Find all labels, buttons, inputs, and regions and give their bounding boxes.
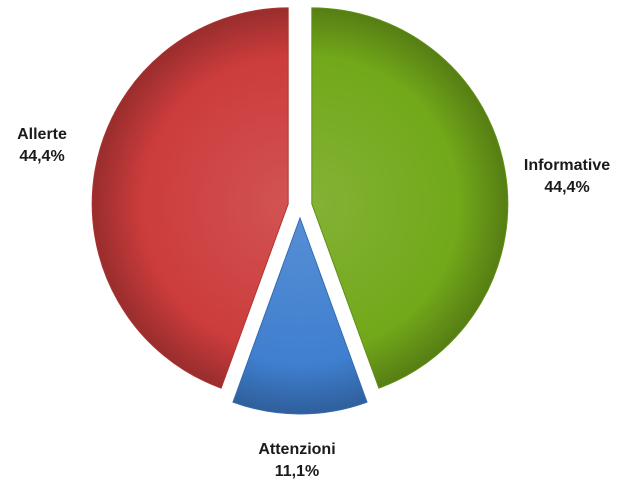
slice-label-allerte-value: 44,4% xyxy=(19,148,65,165)
slice-label-informative: Informative 44,4% xyxy=(508,155,621,199)
pie-slice-informative xyxy=(311,7,509,389)
slice-label-attenzioni: Attenzioni 11,1% xyxy=(238,439,356,483)
pie-slice-allerte xyxy=(91,7,289,389)
pie-slice-attenzioni xyxy=(232,216,368,415)
slice-label-allerte-name: Allerte xyxy=(17,126,67,143)
pie-slices xyxy=(91,7,509,415)
slice-label-informative-name: Informative xyxy=(523,157,611,174)
slice-label-attenzioni-value: 11,1% xyxy=(274,463,320,480)
slice-label-allerte: Allerte 44,4% xyxy=(0,124,92,168)
slice-label-informative-value: 44,4% xyxy=(544,179,590,196)
slice-label-attenzioni-name: Attenzioni xyxy=(258,441,336,458)
